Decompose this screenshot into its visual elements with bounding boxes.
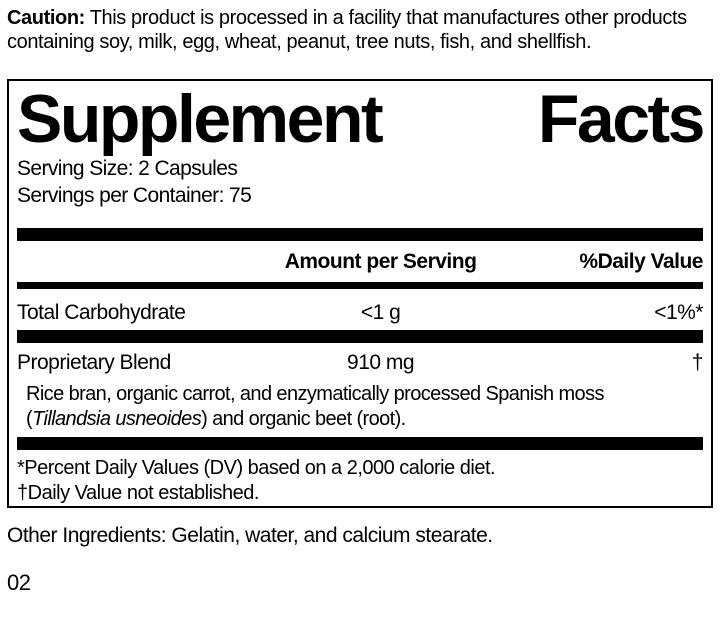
title-word-supplement: Supplement xyxy=(17,81,384,157)
column-header-amount: Amount per Serving xyxy=(284,250,477,273)
divider-bar-thin xyxy=(17,282,703,289)
footnote-dagger: †Daily Value not established. xyxy=(17,482,259,504)
other-ingredients: Other Ingredients: Gelatin, water, and c… xyxy=(7,524,493,547)
column-header-daily-value: %Daily Value xyxy=(579,250,703,273)
blend-description-pre: Rice bran, organic carrot, and enzymatic… xyxy=(26,383,604,430)
column-header-row: Amount per Serving %Daily Value xyxy=(17,250,704,273)
nutrient-dv: <1%* xyxy=(654,301,703,324)
divider-bar-thick-bottom xyxy=(17,437,703,450)
serving-size: Serving Size: 2 Capsules xyxy=(17,157,238,180)
supplement-facts-panel: Supplement Facts Serving Size: 2 Capsule… xyxy=(7,79,713,508)
nutrient-row-proprietary-blend: Proprietary Blend 910 mg † xyxy=(17,352,703,374)
caution-label: Caution: xyxy=(7,7,85,29)
title-word-facts: Facts xyxy=(537,81,706,157)
nutrient-name: Proprietary Blend xyxy=(17,351,171,374)
nutrient-row-total-carbohydrate: Total Carbohydrate <1 g <1%* xyxy=(17,302,703,324)
divider-bar-thick-middle xyxy=(17,330,703,343)
nutrient-name: Total Carbohydrate xyxy=(17,301,186,324)
blend-description: Rice bran, organic carrot, and enzymatic… xyxy=(17,382,686,432)
column-header-spacer xyxy=(17,251,264,273)
blend-description-species: Tillandsia usneoides xyxy=(32,408,202,430)
caution-text: Caution: This product is processed in a … xyxy=(7,6,712,54)
nutrient-amount: <1 g xyxy=(360,301,401,324)
divider-bar-thick-top xyxy=(17,228,703,241)
product-code: 02 xyxy=(7,570,31,595)
nutrient-amount: 910 mg xyxy=(347,351,415,374)
panel-title: Supplement Facts xyxy=(17,81,706,157)
footnote-percent-dv: *Percent Daily Values (DV) based on a 2,… xyxy=(17,457,496,479)
caution-body: This product is processed in a facility … xyxy=(7,7,687,53)
nutrient-dv: † xyxy=(691,351,704,374)
footnotes: *Percent Daily Values (DV) based on a 2,… xyxy=(17,456,703,506)
blend-description-post: ) and organic beet (root). xyxy=(201,408,406,430)
label-page: Caution: This product is processed in a … xyxy=(7,6,713,595)
servings-per-container: Servings per Container: 75 xyxy=(17,184,252,207)
